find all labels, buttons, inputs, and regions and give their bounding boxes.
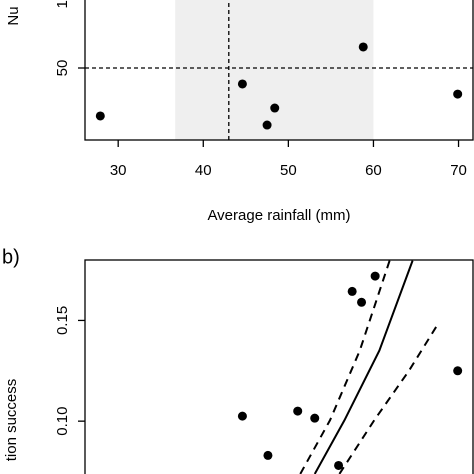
point (370, 271, 380, 281)
fit-line (313, 260, 414, 474)
y-axis-title: tion success (3, 379, 20, 462)
point (310, 413, 320, 423)
point (262, 120, 272, 130)
panel-label: b) (2, 246, 20, 268)
point (357, 297, 367, 307)
point (293, 406, 303, 416)
point (95, 111, 105, 121)
y-tick-label: 100 (54, 0, 71, 9)
y-tick-label: 50 (54, 60, 71, 77)
point (453, 89, 463, 99)
y-tick-label: 0.15 (54, 306, 71, 335)
x-tick-label: 70 (450, 162, 467, 179)
x-tick-label: 30 (110, 162, 127, 179)
y-tick-label: 0.10 (54, 407, 71, 436)
plot-frame (84, 259, 474, 474)
shaded-region (175, 0, 374, 140)
x-tick-label: 40 (195, 162, 212, 179)
x-axis-title: Average rainfall (mm) (207, 207, 350, 224)
y-axis-title: Nu (5, 6, 22, 25)
fit-line (338, 325, 438, 474)
point (237, 411, 247, 421)
point (270, 103, 280, 113)
point (347, 286, 357, 296)
x-tick-label: 50 (280, 162, 297, 179)
point (358, 42, 368, 52)
point (453, 366, 463, 376)
x-tick-label: 60 (365, 162, 382, 179)
fit-line (299, 260, 391, 474)
point (237, 79, 247, 89)
point (334, 460, 344, 470)
point (263, 450, 273, 460)
